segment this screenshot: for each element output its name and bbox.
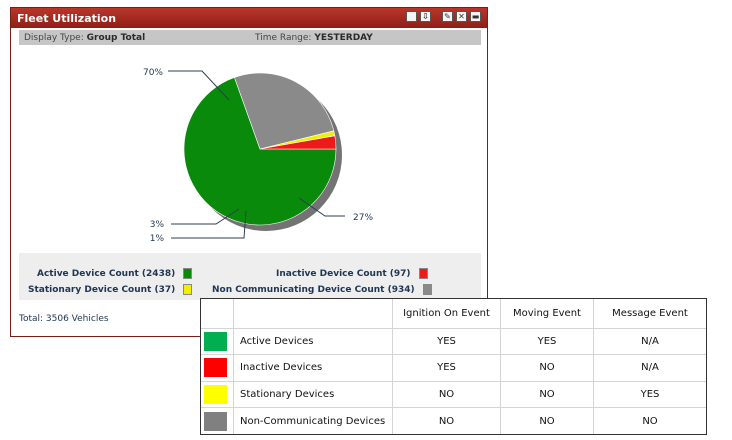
legend-active: Active Device Count (2438) <box>37 268 193 279</box>
row-label: Active Devices <box>233 327 393 356</box>
header-ignition: Ignition On Event <box>392 299 501 329</box>
row-ignition: NO <box>392 380 501 409</box>
display-type: Display Type: Group Total <box>24 33 145 43</box>
legend-inactive-swatch <box>418 268 428 279</box>
pie-leader-line <box>298 197 345 217</box>
display-type-label: Display Type: <box>24 32 84 43</box>
row-message: YES <box>593 380 706 409</box>
header-device <box>233 299 393 329</box>
table-row: Non-Communicating Devices NO NO NO <box>201 407 706 434</box>
total-vehicles: Total: 3506 Vehicles <box>19 314 109 324</box>
header-moving: Moving Event <box>500 299 594 329</box>
widget-info-bar: Display Type: Group Total Time Range: YE… <box>19 30 481 45</box>
fleet-pie-chart: 70% 27% 3% 1% <box>143 68 373 244</box>
row-moving: YES <box>500 327 594 356</box>
pie-slice <box>183 77 337 226</box>
header-message: Message Event <box>593 299 706 329</box>
pie-slice <box>234 72 335 150</box>
export-icon[interactable]: ⇩ <box>420 11 431 22</box>
device-event-matrix: Ignition On Event Moving Event Message E… <box>200 298 707 435</box>
fleet-utilization-widget: Fleet Utilization ⇩ ✎ ✕ ▬ Display Type: … <box>10 7 488 337</box>
row-message: NO <box>593 407 706 434</box>
delete-icon[interactable]: ✕ <box>456 11 467 22</box>
row-color-cell <box>201 380 234 409</box>
row-moving: NO <box>500 354 594 382</box>
row-moving: NO <box>500 407 594 434</box>
legend-active-swatch <box>183 268 193 279</box>
row-ignition: NO <box>392 407 501 434</box>
pie-percent-label: 1% <box>150 234 165 244</box>
minimize-icon[interactable]: ▬ <box>470 11 481 22</box>
row-label: Non-Communicating Devices <box>233 407 393 434</box>
row-moving: NO <box>500 380 594 409</box>
row-color-swatch <box>204 411 227 431</box>
header-color <box>201 299 234 329</box>
legend-stationary-label: Stationary Device Count (37) <box>28 284 176 295</box>
legend-inactive: Inactive Device Count (97) <box>276 268 428 279</box>
legend-stationary: Stationary Device Count (37) <box>28 284 193 295</box>
row-ignition: YES <box>392 354 501 382</box>
pie-slice <box>259 135 337 150</box>
pie-leader-line <box>168 70 230 101</box>
legend-inactive-label: Inactive Device Count (97) <box>276 268 411 279</box>
row-label: Inactive Devices <box>233 354 393 382</box>
time-range: Time Range: YESTERDAY <box>255 33 373 43</box>
table-row: Inactive Devices YES NO N/A <box>201 354 706 382</box>
legend-stationary-swatch <box>183 284 193 295</box>
row-color-swatch <box>204 358 227 378</box>
row-color-swatch <box>204 331 227 351</box>
row-color-cell <box>201 327 234 356</box>
table-row: Active Devices YES YES N/A <box>201 327 706 356</box>
legend-noncomm-swatch <box>422 284 432 295</box>
pie-leader-line <box>171 208 240 225</box>
event-table: Ignition On Event Moving Event Message E… <box>201 299 706 434</box>
time-range-label: Time Range: <box>255 32 312 43</box>
time-range-value: YESTERDAY <box>314 32 373 43</box>
window-icon[interactable] <box>406 11 417 22</box>
legend-noncomm: Non Communicating Device Count (934) <box>212 284 432 295</box>
row-message: N/A <box>593 354 706 382</box>
pie-percent-label: 3% <box>150 220 165 230</box>
pie-percent-label: 27% <box>353 213 373 223</box>
edit-icon[interactable]: ✎ <box>442 11 453 22</box>
row-ignition: YES <box>392 327 501 356</box>
titlebar-icons: ⇩ ✎ ✕ ▬ <box>406 11 481 22</box>
widget-title: Fleet Utilization <box>17 11 117 25</box>
row-message: N/A <box>593 327 706 356</box>
pie-percent-label: 70% <box>143 68 163 78</box>
widget-titlebar: Fleet Utilization ⇩ ✎ ✕ ▬ <box>11 8 487 28</box>
pie-leader-line <box>171 210 247 239</box>
table-row: Stationary Devices NO NO YES <box>201 380 706 409</box>
chart-legend: Active Device Count (2438) Inactive Devi… <box>19 253 481 300</box>
table-header-row: Ignition On Event Moving Event Message E… <box>201 299 706 329</box>
legend-noncomm-label: Non Communicating Device Count (934) <box>212 284 415 295</box>
legend-active-label: Active Device Count (2438) <box>37 268 176 279</box>
row-color-swatch <box>204 385 227 405</box>
row-label: Stationary Devices <box>233 380 393 409</box>
row-color-cell <box>201 354 234 382</box>
display-type-value: Group Total <box>86 32 146 43</box>
row-color-cell <box>201 407 234 434</box>
